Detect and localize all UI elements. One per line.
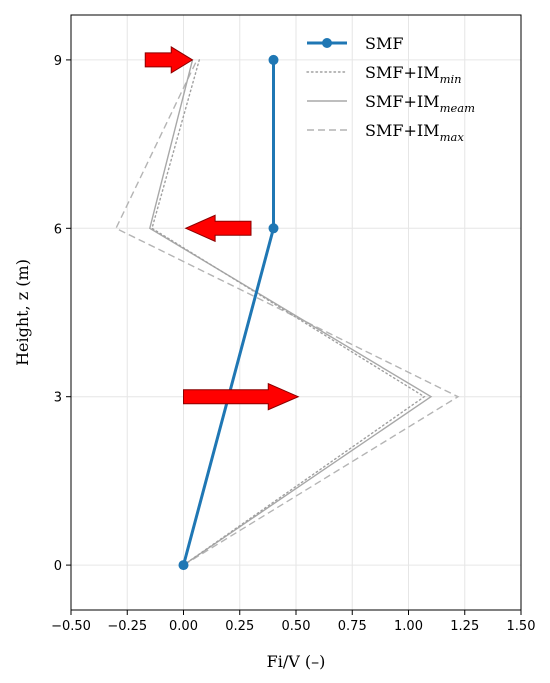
x-tick-label: 0.50 — [282, 619, 311, 634]
series-line — [148, 59, 433, 566]
x-tick-label: 1.50 — [507, 619, 536, 634]
legend-subscript: min — [440, 72, 462, 86]
y-tick-label: 9 — [54, 54, 62, 69]
legend-subscript: max — [440, 130, 465, 144]
y-tick-label: 6 — [54, 222, 62, 237]
x-tick-label: 0.75 — [338, 619, 367, 634]
red-arrow — [144, 46, 194, 74]
x-tick-label: −0.25 — [107, 619, 147, 634]
series-marker — [268, 54, 279, 65]
series-line — [151, 59, 426, 566]
x-tick-label: 1.00 — [394, 619, 423, 634]
x-tick-label: 0.00 — [169, 619, 198, 634]
red-arrow — [184, 214, 252, 243]
legend-entry: SMF+IMmeam — [365, 92, 475, 115]
legend-entry: SMF — [365, 34, 403, 53]
x-axis-label: Fi/V (–) — [267, 652, 326, 671]
x-tick-label: −0.50 — [51, 619, 91, 634]
legend-subscript: meam — [440, 101, 476, 115]
legend: SMF SMF+IMmin SMF+IMmeam SMF+IMmax — [306, 34, 475, 144]
red-arrow — [183, 382, 300, 411]
y-tick-label: 3 — [54, 391, 62, 406]
legend-entry: SMF+IMmax — [365, 121, 464, 144]
series-marker — [268, 223, 279, 234]
series-marker — [178, 560, 189, 571]
axis-ticks: −0.50 −0.25 0.00 0.25 0.50 0.75 1.00 1.25 1.50 0 3… — [51, 54, 535, 634]
markers — [178, 54, 279, 571]
annotation-arrows — [144, 46, 300, 411]
x-tick-label: 1.25 — [450, 619, 479, 634]
y-axis-label: Height, z (m) — [13, 259, 32, 366]
legend-entry: SMF+IMmin — [365, 63, 462, 86]
legend-marker — [322, 38, 332, 48]
y-tick-label: 0 — [54, 559, 62, 574]
x-tick-label: 0.25 — [225, 619, 254, 634]
series-line — [182, 59, 275, 566]
